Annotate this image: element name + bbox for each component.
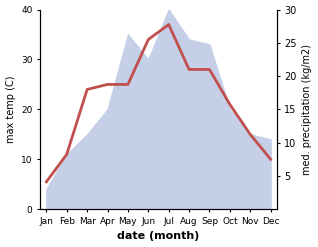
Y-axis label: max temp (C): max temp (C) — [5, 76, 16, 143]
X-axis label: date (month): date (month) — [117, 231, 200, 242]
Y-axis label: med. precipitation (kg/m2): med. precipitation (kg/m2) — [302, 44, 313, 175]
